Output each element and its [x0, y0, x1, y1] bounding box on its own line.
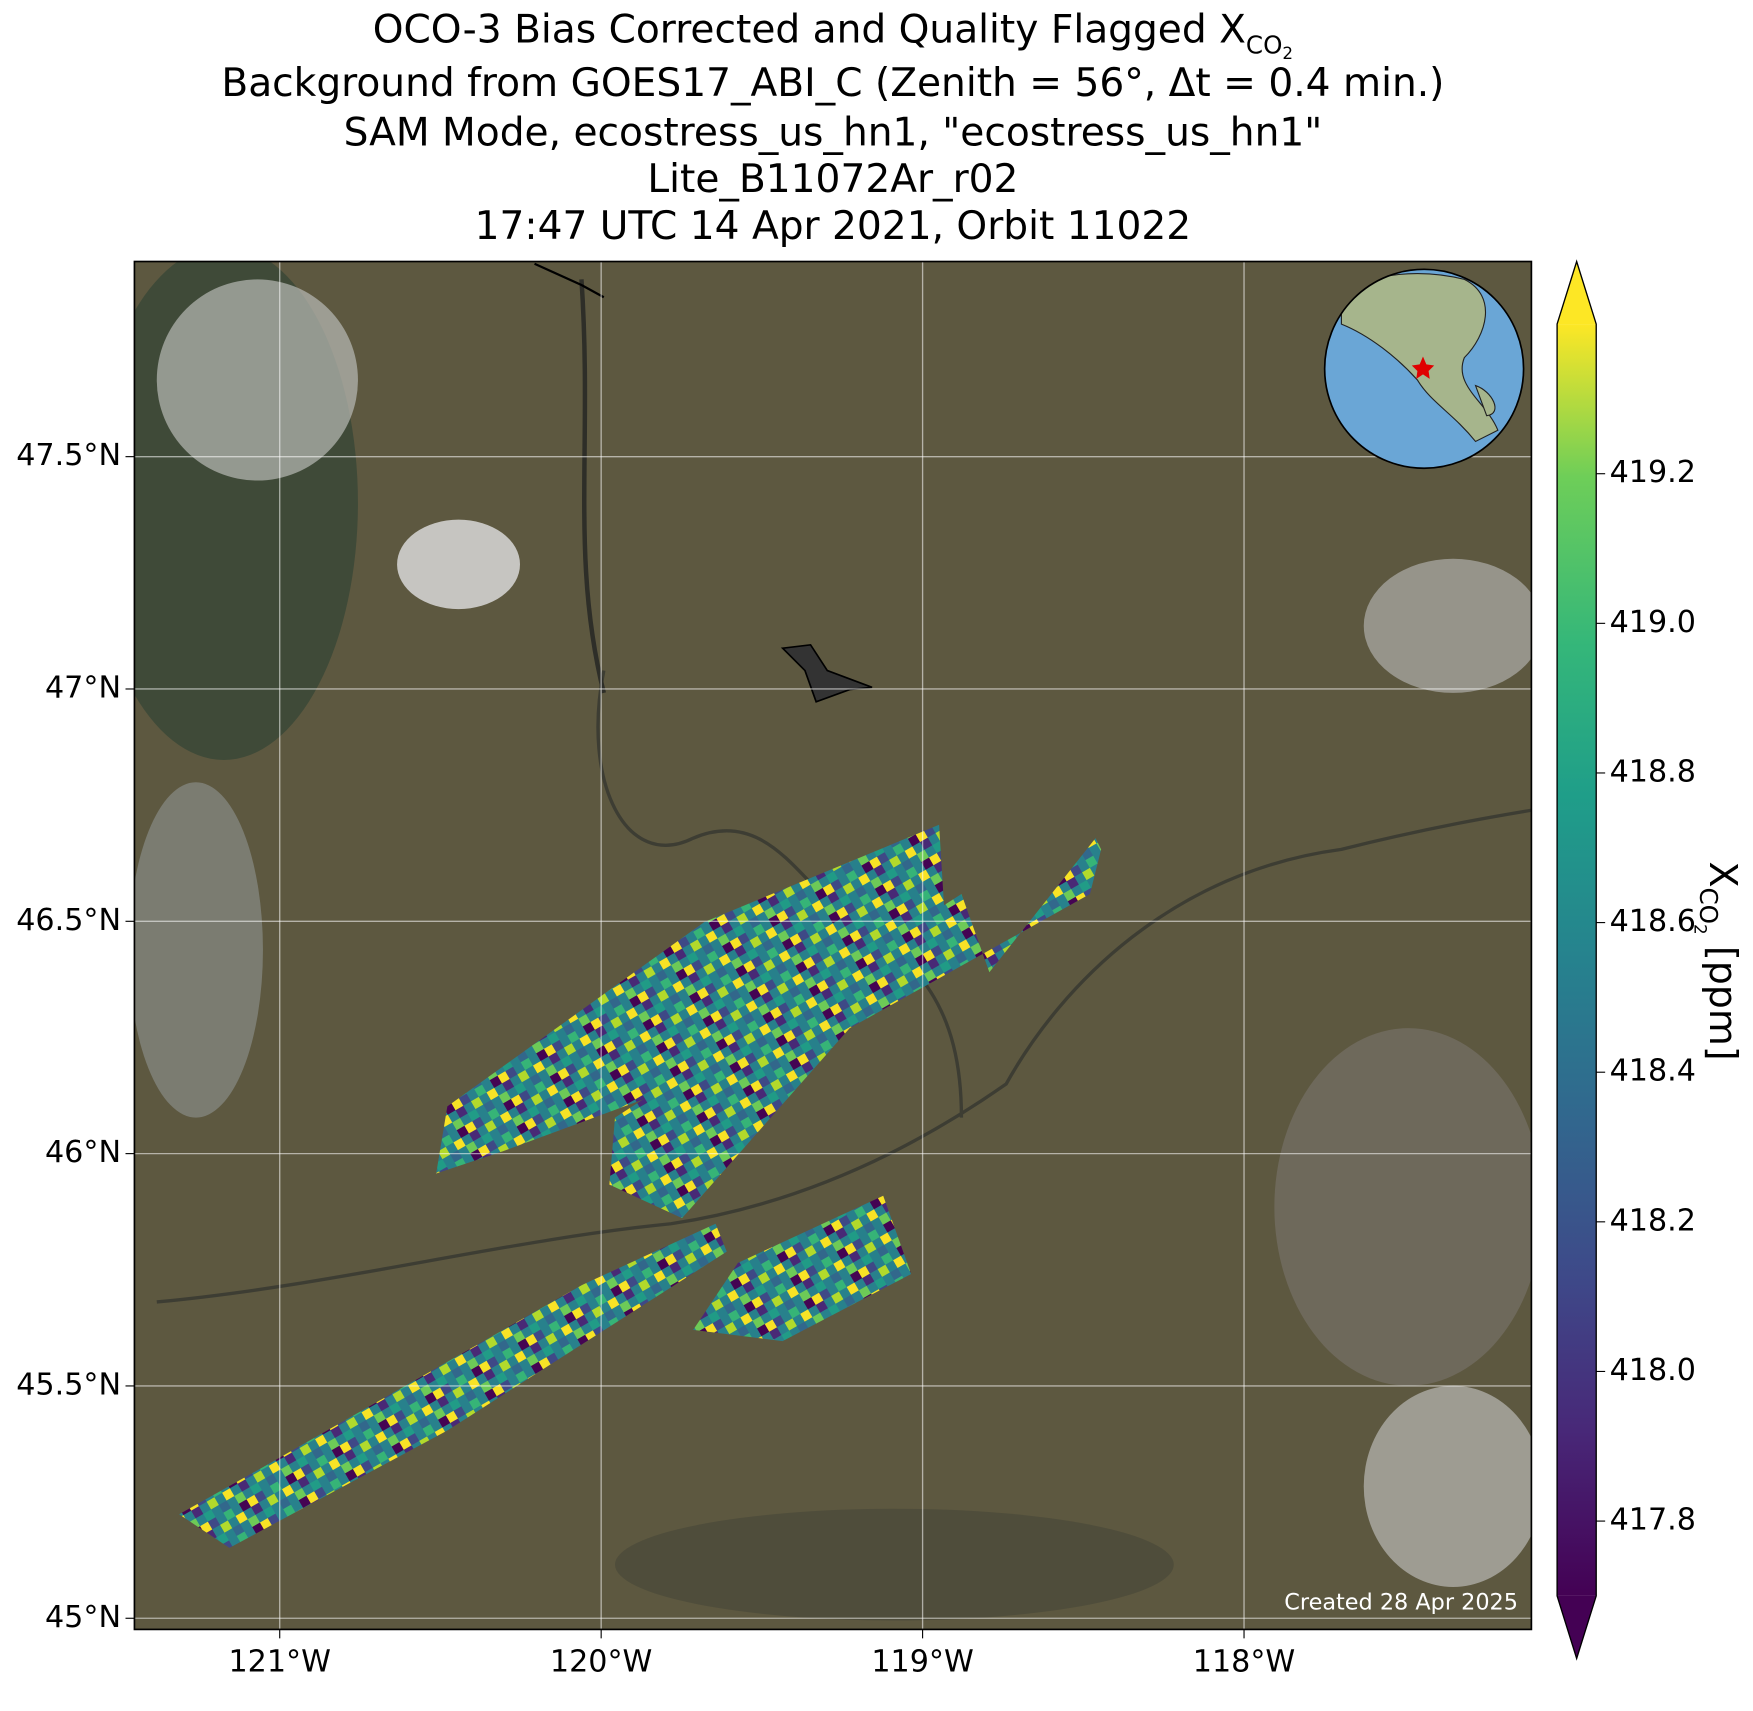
label-sub: CO — [1694, 888, 1723, 925]
x-tick-label: 119°W — [871, 1644, 973, 1679]
colorbar-tick-label: 418.6 — [1610, 904, 1696, 939]
title-line: SAM Mode, ecostress_us_hn1, "ecostress_u… — [344, 110, 1323, 155]
y-tick-label: 45.5°N — [16, 1367, 121, 1402]
colorbar-tick-label: 418.0 — [1610, 1353, 1696, 1388]
swath — [609, 838, 1102, 1219]
colorbar-tick-label: 418.4 — [1610, 1054, 1696, 1089]
colorbar-tick-label: 418.8 — [1610, 754, 1696, 789]
created-note: Created 28 Apr 2025 — [1284, 1589, 1518, 1615]
y-tick-label: 47°N — [45, 670, 121, 705]
colorbar-tick-label: 419.0 — [1610, 605, 1696, 640]
y-tick-label: 46°N — [45, 1135, 121, 1170]
title-subsub: 2 — [1282, 43, 1293, 63]
title-line: Background from GOES17_ABI_C (Zenith = 5… — [221, 61, 1444, 106]
colorbar-tick-label: 419.2 — [1610, 455, 1696, 490]
colorbar-label: XCO2 [ppm] — [1691, 861, 1746, 1060]
title-line: 17:47 UTC 14 Apr 2021, Orbit 11022 — [475, 204, 1192, 249]
colorbar-tick-label: 417.8 — [1610, 1503, 1696, 1538]
swath — [693, 1195, 912, 1342]
x-tick-label: 120°W — [550, 1644, 652, 1679]
swath — [436, 824, 945, 1174]
y-tick-label: 45°N — [45, 1600, 121, 1635]
grid — [134, 261, 1532, 1630]
title-block: OCO-3 Bias Corrected and Quality Flagged… — [221, 7, 1444, 249]
y-tick-label: 46.5°N — [16, 903, 121, 938]
inset-globe — [1323, 268, 1525, 470]
label-subsub: 2 — [1691, 924, 1711, 935]
colorbar-tick-label: 418.2 — [1610, 1203, 1696, 1238]
title-line: Lite_B11072Ar_r02 — [647, 157, 1018, 202]
x-tick-label: 121°W — [228, 1644, 330, 1679]
label-unit: [ppm] — [1701, 946, 1745, 1061]
map-background — [134, 261, 1532, 1630]
colorbar: XCO2 [ppm] 417.8 418.0 418.2 418.4 418.6 418.8… — [1556, 259, 1746, 1661]
y-tick-label: 47.5°N — [16, 438, 121, 473]
label-text: X — [1701, 861, 1745, 887]
title-text: OCO-3 Bias Corrected and Quality Flagged… — [373, 7, 1246, 52]
title-line: OCO-3 Bias Corrected and Quality Flagged… — [373, 7, 1293, 63]
title-sub: CO — [1246, 31, 1283, 60]
x-tick-label: 118°W — [1193, 1644, 1295, 1679]
map-frame — [133, 260, 1533, 1631]
